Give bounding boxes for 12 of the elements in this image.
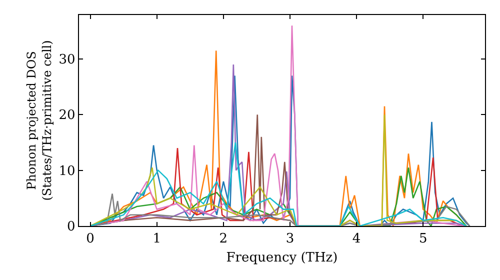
x-tick-label: 2 [219,232,228,247]
y-tick-label: 0 [67,220,76,235]
x-tick-label: 5 [418,232,428,247]
x-tick-label: 0 [86,232,94,247]
y-axis-title: Phonon projected DOS (States/THz·primitive cell) [24,40,54,201]
x-axis-title: Frequency (THz) [226,250,338,266]
x-tick-label: 3 [286,232,294,247]
y-tick-label: 20 [58,108,76,124]
x-tick-label: 1 [152,232,162,247]
y-tick-label: 30 [58,52,76,68]
x-tick-label: 4 [352,232,361,247]
y-tick-label: 10 [58,164,76,179]
